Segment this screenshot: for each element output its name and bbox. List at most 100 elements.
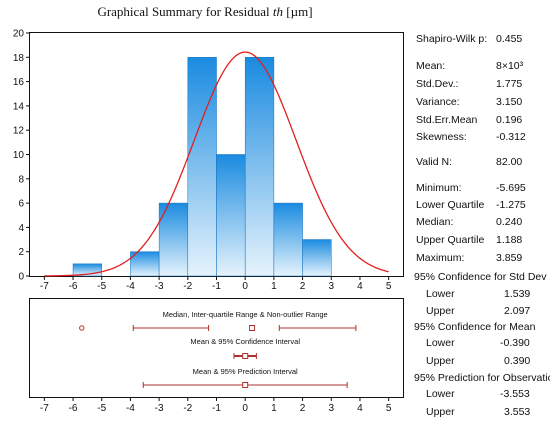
y-tick-label: 10: [13, 150, 25, 161]
y-tick-label: 20: [13, 29, 25, 40]
stat-label: Lower Quartile: [416, 199, 485, 211]
title-variable: Residual: [224, 4, 273, 19]
stat-value: -1.275: [496, 199, 526, 211]
x-tick-label: 2: [300, 403, 306, 414]
median-marker: [249, 325, 256, 331]
y-tick-label: 2: [18, 247, 24, 258]
stat-value: 0.455: [496, 33, 523, 45]
stat-label: Std.Err.Mean: [416, 114, 478, 126]
stat-value: -0.312: [496, 131, 526, 143]
title-prefix: Graphical Summary for: [97, 4, 225, 19]
stat-value: 0.240: [496, 216, 523, 228]
stat-value: 1.188: [496, 234, 523, 246]
stat-label: Upper Quartile: [416, 234, 485, 246]
x-tick-label: -6: [69, 403, 78, 414]
ci-std-lower-value: 1.539: [504, 288, 531, 300]
stat-label: Variance:: [416, 96, 460, 108]
interval-panel: [29, 298, 404, 398]
mean-marker: [242, 382, 249, 388]
interval-label: Mean & 95% Confidence Interval: [190, 337, 300, 346]
stat-value: 0.196: [496, 114, 523, 126]
x-tick-label: 4: [357, 281, 363, 292]
x-tick-label: -2: [183, 281, 192, 292]
x-tick-label: -2: [183, 403, 192, 414]
normal-curve: [44, 51, 389, 277]
x-tick-label: -3: [155, 403, 164, 414]
interval-label: Median, Inter-quartile Range & Non-outli…: [163, 310, 328, 319]
stat-value: 8×10³: [496, 60, 524, 72]
x-tick-label: 2: [300, 281, 306, 292]
x-tick-label: 4: [357, 403, 363, 414]
y-tick-label: 4: [18, 223, 24, 234]
histogram-bar: [187, 57, 217, 277]
y-tick-label: 0: [18, 272, 24, 283]
ci-std-upper-label: Upper: [426, 305, 455, 317]
stat-label: Std.Dev.:: [416, 78, 459, 90]
stat-value: 3.859: [496, 252, 523, 264]
stat-label: Maximum:: [416, 252, 465, 264]
y-tick-label: 18: [13, 53, 25, 64]
stat-label: Shapiro-Wilk p:: [416, 33, 488, 45]
x-tick-label: -7: [40, 403, 49, 414]
x-tick-label: -1: [212, 403, 221, 414]
y-tick-label: 14: [13, 101, 25, 112]
ci-mean-upper-value: 0.390: [504, 355, 531, 367]
histogram-bar: [130, 251, 160, 277]
y-tick-label: 12: [13, 126, 25, 137]
pi-obs-lower-value: -3.553: [500, 388, 530, 400]
ci-mean-lower-label: Lower: [426, 337, 455, 349]
pi-obs-header: 95% Prediction for Observation: [414, 372, 550, 384]
x-tick-label: 3: [328, 403, 334, 414]
stat-label: Skewness:: [416, 131, 467, 143]
stat-value: 1.775: [496, 78, 523, 90]
x-tick-label: -1: [212, 281, 221, 292]
ci-mean-upper-label: Upper: [426, 355, 455, 367]
x-tick-label: -4: [126, 403, 135, 414]
y-tick-label: 6: [18, 199, 24, 210]
chart-title: Graphical Summary for Residual th [µm]: [0, 4, 410, 20]
x-tick-label: 5: [386, 281, 392, 292]
x-tick-label: 5: [386, 403, 392, 414]
interval-axes: -7 -6 -5 -4 -3 -2 -1 0 1 2 3 4 5: [40, 397, 392, 414]
interval-plots: Median, Inter-quartile Range & Non-outli…: [79, 310, 357, 388]
histogram-bar: [158, 202, 189, 277]
x-tick-label: -5: [97, 403, 106, 414]
stat-label: Minimum:: [416, 182, 462, 194]
stat-label: Median:: [416, 216, 454, 228]
histogram-bar: [244, 57, 275, 277]
statistics-panel: Shapiro-Wilk p: 0.455 Mean: 8×10³ Std.Dev.: 1…: [412, 0, 550, 429]
stat-value: -5.695: [496, 182, 526, 194]
stat-value: 3.150: [496, 96, 523, 108]
x-tick-label: -5: [97, 281, 106, 292]
pi-obs-upper-value: 3.553: [504, 406, 531, 418]
x-tick-label: -6: [69, 281, 78, 292]
ci-std-lower-label: Lower: [426, 288, 455, 300]
x-tick-label: 0: [242, 403, 248, 414]
x-tick-label: 1: [271, 403, 277, 414]
histogram-bar: [273, 202, 303, 277]
x-tick-label: -4: [126, 281, 135, 292]
pi-obs-upper-label: Upper: [426, 406, 455, 418]
ci-mean-header: 95% Confidence for Mean: [414, 321, 536, 333]
ci-std-header: 95% Confidence for Std Dev: [414, 271, 547, 283]
stat-label: Valid N:: [416, 156, 452, 168]
y-tick-label: 16: [13, 77, 25, 88]
x-tick-label: 3: [328, 281, 334, 292]
stat-label: Mean:: [416, 60, 446, 72]
x-tick-label: -7: [40, 281, 49, 292]
ci-std-upper-value: 2.097: [504, 305, 531, 317]
mean-marker: [242, 353, 249, 359]
x-tick-label: 1: [271, 281, 277, 292]
title-unit: [µm]: [283, 4, 313, 19]
outlier-marker: [79, 325, 85, 331]
interval-label: Mean & 95% Prediction Interval: [193, 367, 298, 376]
stat-value: 82.00: [496, 156, 523, 168]
x-tick-label: -3: [155, 281, 164, 292]
pi-obs-lower-label: Lower: [426, 388, 455, 400]
ci-mean-lower-value: -0.390: [500, 337, 530, 349]
title-symbol: th: [272, 4, 284, 19]
y-tick-label: 8: [18, 174, 24, 185]
histogram-bar: [302, 239, 332, 277]
